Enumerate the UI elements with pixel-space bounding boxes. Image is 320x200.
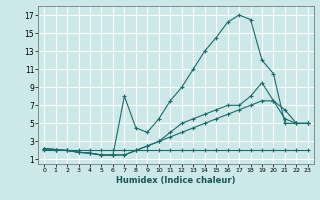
X-axis label: Humidex (Indice chaleur): Humidex (Indice chaleur)	[116, 176, 236, 185]
